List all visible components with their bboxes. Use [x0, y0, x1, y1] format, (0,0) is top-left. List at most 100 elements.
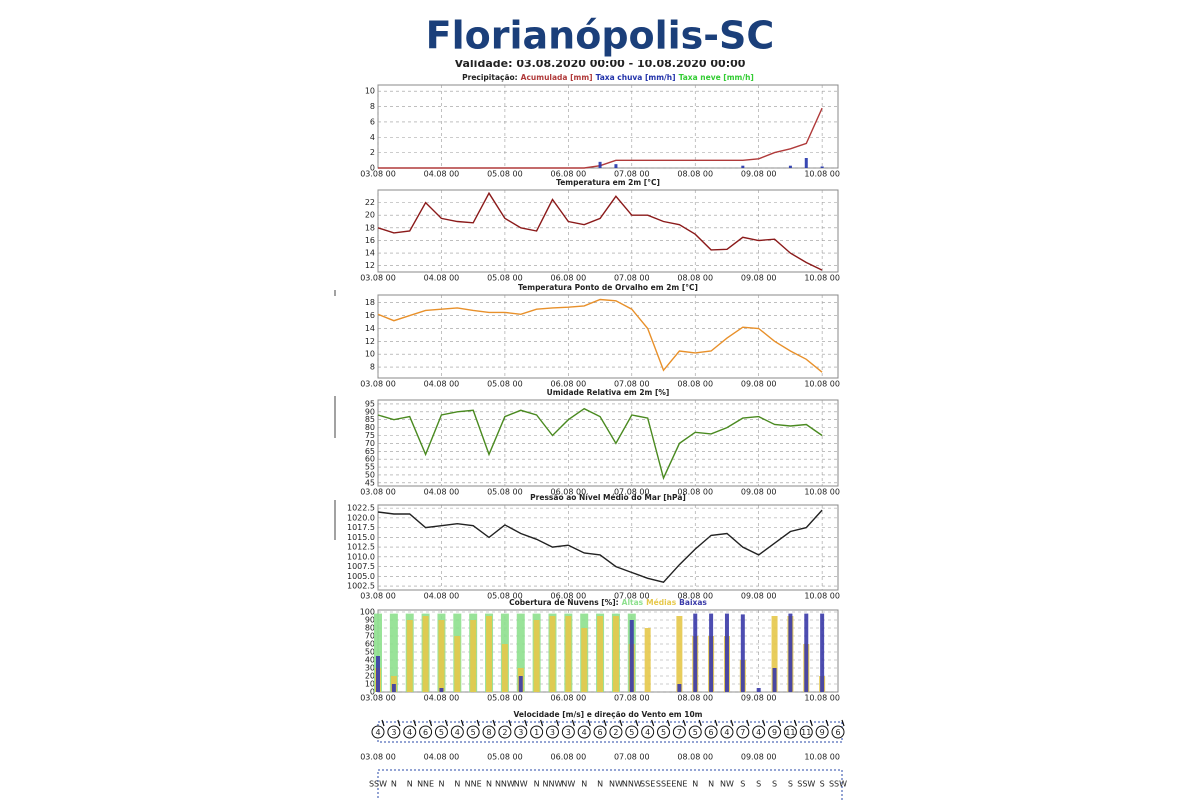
wind-speed-label: 11 — [785, 728, 795, 737]
wind-arrow — [730, 719, 734, 727]
x-tick-label: 05.08 00 — [487, 753, 523, 762]
y-tick-label: 22 — [365, 198, 375, 207]
wind-speed-label: 4 — [582, 728, 587, 737]
x-tick-label: 10.08 00 — [804, 753, 840, 762]
x-tick-label: 04.08 00 — [424, 753, 460, 762]
wind-speed-marker — [815, 725, 829, 739]
wind-speed-label: 5 — [693, 728, 698, 737]
x-tick-label: 08.08 00 — [677, 274, 713, 283]
wind-speed-marker — [688, 725, 702, 739]
wind-speed-marker — [561, 725, 575, 739]
wind-arrow — [492, 719, 496, 727]
wind-speed-marker — [387, 725, 401, 739]
panel-title-text: Velocidade [m/s] e direção do Vento em 1… — [514, 710, 703, 719]
wind-direction: N — [581, 780, 587, 789]
x-tick-label: 05.08 00 — [487, 488, 523, 497]
wind-speed-label: 7 — [740, 728, 745, 737]
y-tick-label: 16 — [365, 311, 375, 320]
panel-title-text: Precipitação: — [462, 73, 518, 82]
y-tick-label: 45 — [365, 478, 375, 487]
bar — [756, 688, 761, 692]
x-tick-label: 09.08 00 — [741, 380, 777, 389]
wind-speed-marker — [783, 725, 797, 739]
panel-title-text: Temperatura em 2m [°C] — [556, 178, 660, 187]
x-tick-label: 05.08 00 — [487, 274, 523, 283]
bar — [565, 616, 572, 692]
direction-box — [377, 769, 843, 800]
bar — [788, 165, 792, 168]
y-tick-label: 1005.0 — [347, 572, 375, 581]
y-tick-label: 1002.5 — [347, 582, 375, 591]
wind-arrow — [682, 719, 686, 727]
wind-speed-marker — [498, 725, 512, 739]
x-tick-label: 09.08 00 — [741, 274, 777, 283]
bar — [820, 166, 824, 168]
wind-arrow — [841, 719, 845, 727]
y-tick-label: 12 — [365, 261, 375, 270]
plot-frame — [377, 609, 839, 693]
bar — [804, 613, 809, 692]
wind-arrow — [746, 719, 750, 727]
y-tick-label: 65 — [365, 447, 375, 456]
x-tick-label: 03.08 00 — [360, 592, 396, 601]
wind-speed-marker — [593, 725, 607, 739]
plot-frame — [377, 504, 839, 591]
wind-direction: NW — [514, 780, 528, 789]
bar — [740, 614, 745, 692]
series-line — [377, 407, 823, 481]
bar — [629, 620, 634, 692]
wind-speed-label: 6 — [835, 728, 840, 737]
x-tick-label: 09.08 00 — [741, 170, 777, 179]
wind-direction: N — [708, 780, 714, 789]
wind-speed-label: 4 — [724, 728, 729, 737]
y-tick-label: 1015.0 — [347, 533, 375, 542]
wind-speed-label: 2 — [502, 728, 507, 737]
panel-title-text: Cobertura de Nuvens [%]: — [509, 598, 619, 607]
x-tick-label: 10.08 00 — [804, 274, 840, 283]
y-tick-label: 55 — [365, 463, 375, 472]
panel-title: Precipitação: Acumulada [mm] Taxa chuva [m… — [462, 73, 754, 82]
wind-speed-marker — [434, 725, 448, 739]
y-tick-label: 50 — [365, 470, 375, 479]
bar — [516, 613, 525, 692]
wind-direction: N — [391, 780, 397, 789]
wind-arrow — [698, 719, 702, 727]
wind-speed-label: 8 — [486, 728, 491, 737]
x-tick-label: 03.08 00 — [360, 488, 396, 497]
y-tick-label: 70 — [365, 632, 375, 641]
wind-speed-label: 9 — [820, 728, 825, 737]
x-tick-label: 07.08 00 — [614, 592, 650, 601]
x-tick-label: 06.08 00 — [551, 488, 587, 497]
x-tick-label: 10.08 00 — [804, 694, 840, 703]
y-tick-label: 40 — [365, 656, 375, 665]
wind-direction: N — [534, 780, 540, 789]
panel-title-text: Umidade Relativa em 2m [%] — [547, 388, 670, 397]
y-tick-label: 90 — [365, 407, 375, 416]
wind-direction: N — [597, 780, 603, 789]
wind-direction: SSW — [369, 780, 387, 789]
y-tick-label: 100 — [360, 608, 375, 617]
bar — [788, 613, 793, 692]
wind-speed-marker — [466, 725, 480, 739]
bar — [709, 613, 714, 692]
y-tick-label: 1010.0 — [347, 552, 375, 561]
wind-direction: NW — [561, 780, 575, 789]
wind-arrow — [460, 719, 464, 727]
wind-direction: SSW — [829, 780, 847, 789]
wind-speed-marker — [625, 725, 639, 739]
wind-speed-label: 7 — [677, 728, 682, 737]
legend-entry: Acumulada [mm] — [521, 73, 593, 82]
y-tick-label: 95 — [365, 399, 375, 408]
wind-direction: NW — [720, 780, 734, 789]
x-tick-label: 03.08 00 — [360, 753, 396, 762]
bar — [741, 165, 745, 168]
wind-speed-label: 3 — [518, 728, 523, 737]
wind-direction: S — [772, 780, 777, 789]
wind-speed-label: 3 — [391, 728, 396, 737]
y-tick-label: 1012.5 — [347, 543, 375, 552]
y-tick-label: 70 — [365, 439, 375, 448]
wind-direction: S — [788, 780, 793, 789]
wind-speed-marker — [704, 725, 718, 739]
x-tick-label: 07.08 00 — [614, 170, 650, 179]
x-tick-label: 09.08 00 — [741, 694, 777, 703]
